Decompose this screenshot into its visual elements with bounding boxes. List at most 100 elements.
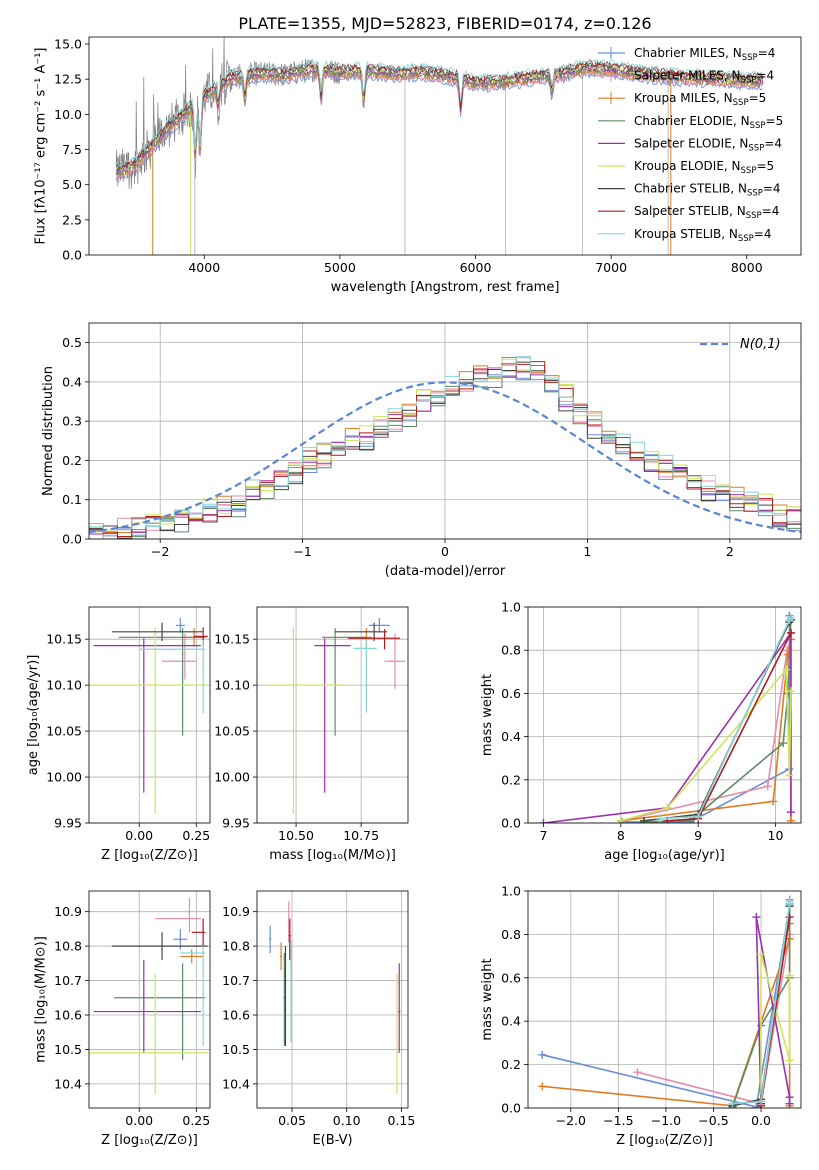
x-axis-label: E(B-V)	[312, 1133, 352, 1148]
spectrum-model-salpeter-miles	[115, 70, 764, 180]
normal-curve	[89, 381, 801, 534]
y-tick-label: 0.4	[501, 729, 521, 744]
chart-z-vs-weight: −2.0 −1.5 −1.0 −0.5 0.0 0.0 0.2 0.4 0.6 0.8 1.0 Z […	[480, 884, 802, 1148]
y-tick-label: 12.5	[54, 72, 82, 87]
chart-residuals: −2 −1 0 1 2 0.0 0.1 0.2 0.3 0.4 0.5 (data-model)/er…	[41, 322, 802, 579]
weight-point	[616, 816, 625, 823]
x-axis-label: mass [log₁₀(M/M⊙)]	[269, 848, 396, 863]
legend-label: Chabrier ELODIE, NSSP=5	[634, 114, 783, 131]
weight-point	[779, 739, 788, 748]
x-tick-label: 8	[617, 828, 625, 843]
y-tick-label: 10.7	[54, 973, 82, 988]
y-tick-label: 10.5	[222, 1042, 250, 1057]
y-tick-label: 10.10	[46, 678, 82, 693]
plot-background	[257, 607, 408, 823]
y-tick-label: 0.0	[501, 816, 521, 831]
y-axis-label: mass weight	[480, 958, 495, 1040]
x-tick-label: −2	[151, 544, 169, 559]
weight-point	[538, 1050, 547, 1059]
weight-point	[618, 817, 627, 823]
y-axis-label: mass weight	[480, 674, 495, 756]
plot-area	[89, 897, 208, 1095]
y-tick-label: 10.9	[54, 904, 82, 919]
weight-point	[752, 1102, 761, 1108]
weight-point	[786, 687, 795, 696]
y-tick-label: 0.2	[501, 772, 521, 787]
spectrum-model-salpeter-elodie	[115, 65, 764, 175]
y-tick-label: 9.95	[54, 816, 82, 831]
y-tick-label: 0.0	[62, 248, 82, 263]
spectrum-model-chabrier-elodie	[115, 66, 764, 177]
x-tick-label: 8000	[731, 260, 763, 275]
y-tick-label: 10.6	[222, 1008, 250, 1023]
plot-area	[115, 37, 764, 255]
y-axis-label: Normed distribution	[41, 366, 56, 496]
x-tick-label: 0.15	[388, 1113, 416, 1128]
x-tick-label: 0.00	[125, 828, 153, 843]
legend-label: Salpeter ELODIE, NSSP=4	[634, 136, 782, 153]
axes-frame	[527, 606, 802, 824]
weight-point	[763, 782, 772, 791]
y-tick-label: 7.5	[62, 142, 82, 157]
spectrum-model-chabrier-stelib	[115, 60, 764, 171]
weight-line-salpeter-miles	[620, 639, 792, 822]
y-tick-label: 10.8	[222, 939, 250, 954]
y-tick-label: 10.10	[214, 678, 250, 693]
x-tick-label: 7000	[595, 260, 627, 275]
spectrum-model-kroupa-miles	[115, 67, 764, 178]
y-tick-label: 10.5	[54, 1042, 82, 1057]
weight-point	[686, 816, 695, 823]
axes-frame	[88, 890, 211, 1109]
legend-label: Kroupa MILES, NSSP=5	[634, 91, 766, 108]
histogram-kroupa-stelib	[89, 356, 801, 532]
weight-point	[786, 808, 795, 817]
weight-point	[538, 1082, 547, 1091]
weight-point	[786, 628, 795, 637]
weight-line-kroupa-stelib	[659, 617, 792, 820]
spectrum-model-kroupa-stelib	[115, 58, 764, 167]
y-tick-label: 10.05	[46, 724, 82, 739]
y-tick-label: 10.00	[214, 770, 250, 785]
y-tick-label: 0.8	[501, 643, 521, 658]
weight-point	[633, 1068, 642, 1077]
legend-label: Chabrier STELIB, NSSP=4	[634, 182, 781, 199]
legend-label: Kroupa ELODIE, NSSP=5	[634, 159, 774, 176]
y-tick-label: 1.0	[501, 600, 521, 615]
weight-point	[539, 819, 548, 823]
legend-label: Chabrier MILES, NSSP=4	[634, 46, 775, 63]
weight-point	[785, 1099, 794, 1108]
y-tick-label: 10.4	[54, 1076, 82, 1091]
y-tick-label: 0.0	[62, 532, 82, 547]
y-tick-label: 10.15	[46, 632, 82, 647]
weight-point	[640, 816, 649, 823]
x-tick-label: 9	[694, 828, 702, 843]
axes-frame	[256, 606, 409, 824]
y-tick-label: 0.0	[501, 1101, 521, 1116]
weight-point	[786, 816, 795, 823]
y-tick-label: 0.5	[62, 335, 82, 350]
x-axis-label: wavelength [Angstrom, rest frame]	[331, 280, 560, 295]
plot-area	[89, 356, 801, 539]
y-tick-label: 10.8	[54, 939, 82, 954]
x-tick-label: 0.10	[333, 1113, 361, 1128]
x-tick-label: −1.5	[603, 1113, 633, 1128]
y-tick-label: 10.7	[222, 973, 250, 988]
y-tick-label: 10.9	[222, 904, 250, 919]
histogram-chabrier-stelib	[89, 361, 801, 539]
y-tick-label: 0.4	[501, 1014, 521, 1029]
y-tick-label: 0.4	[62, 374, 82, 389]
chart-z-vs-age: 0.00 0.25 9.95 10.00 10.05 10.10 10.15 Z [log₁₀…	[26, 606, 211, 863]
x-tick-label: −1	[293, 544, 311, 559]
legend-label: Salpeter STELIB, NSSP=4	[634, 204, 779, 221]
axes-frame	[527, 890, 802, 1109]
chart-ebv-vs-mass: 0.05 0.10 0.15 10.4 10.5 10.6 10.7 10.8 10.9 E(B-…	[222, 890, 416, 1148]
weight-point	[786, 613, 795, 622]
weight-point	[769, 797, 778, 806]
weight-point	[757, 1097, 766, 1106]
weight-point	[782, 665, 791, 674]
x-tick-label: 0.00	[125, 1113, 153, 1128]
x-tick-label: −1.0	[651, 1113, 681, 1128]
y-tick-label: 0.1	[62, 492, 82, 507]
y-tick-label: 10.15	[214, 632, 250, 647]
y-tick-label: 10.6	[54, 1008, 82, 1023]
